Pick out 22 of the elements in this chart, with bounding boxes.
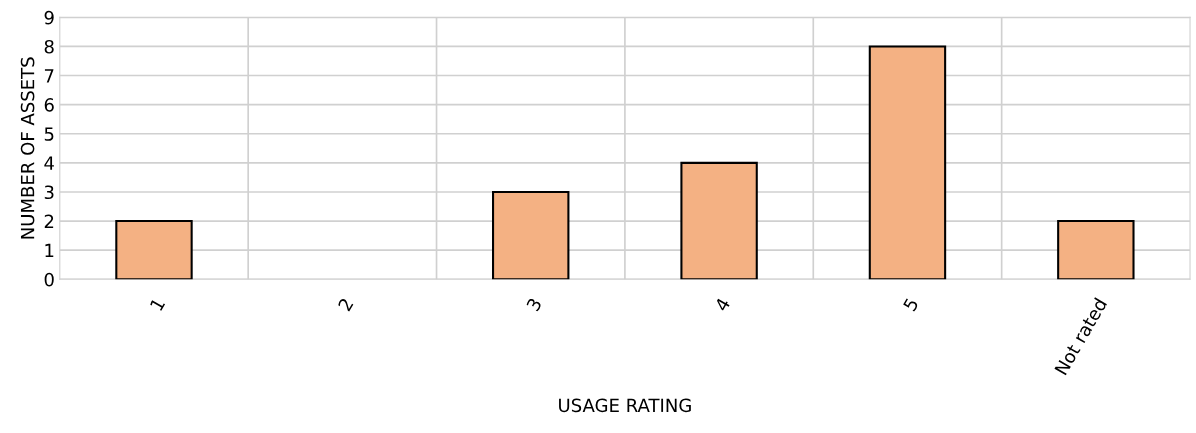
y-tick-label: 8 [44, 39, 54, 54]
y-tick-label: 6 [44, 98, 54, 112]
y-tick-label: 4 [44, 156, 54, 170]
y-tick-label: 9 [44, 10, 54, 25]
x-tick-label: 5 [902, 297, 919, 312]
x-axis-title: USAGE RATING [559, 398, 691, 413]
y-tick-label: 5 [44, 127, 54, 141]
bar [115, 220, 193, 280]
bar [492, 190, 570, 280]
y-tick-label: 3 [44, 185, 54, 200]
y-axis-title: NUMBER OF ASSETS [20, 57, 35, 239]
bar [680, 161, 758, 280]
y-tick-label: 1 [45, 243, 54, 258]
y-tick-label: 7 [44, 69, 54, 83]
bar [1057, 220, 1135, 280]
x-tick-label: 2 [337, 297, 354, 312]
x-tick-label: 4 [714, 297, 731, 312]
x-tick-label: 3 [525, 297, 543, 312]
bar [868, 45, 947, 280]
y-tick-label: 2 [44, 214, 54, 228]
y-tick-label: 0 [44, 272, 54, 287]
x-tick-label: 1 [149, 297, 166, 312]
